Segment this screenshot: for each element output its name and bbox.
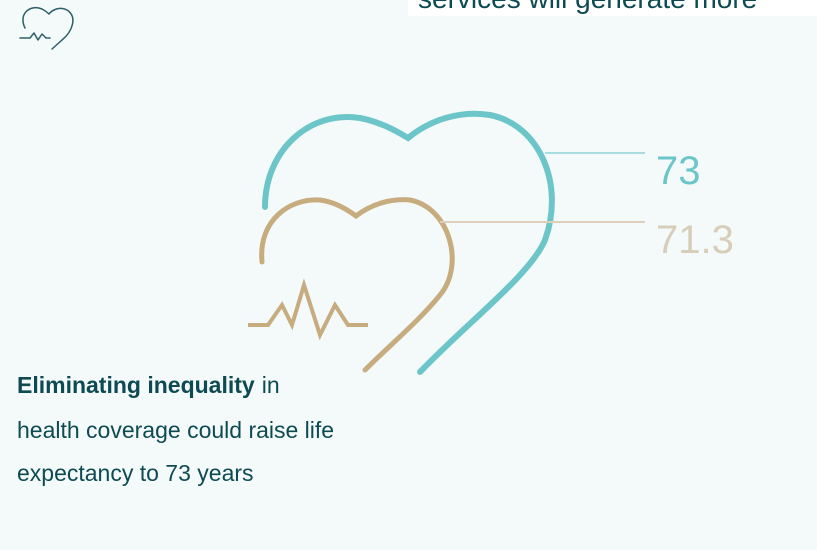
value-label: 71.3 (656, 218, 734, 262)
heart-large (262, 110, 555, 375)
caption-line: health coverage could raise life (17, 417, 334, 443)
icon (19, 7, 74, 50)
caption-text: in (262, 372, 280, 398)
caption-line: expectancy to 73 years (17, 460, 254, 486)
header-box (408, 0, 817, 16)
caption-line: Eliminating inequality in (17, 372, 280, 398)
pulse-line (248, 278, 368, 341)
caption-bold: Eliminating inequality (17, 372, 255, 398)
value-label: 73 (656, 149, 701, 193)
header-text: services will generate more (418, 0, 757, 14)
heart-small (259, 197, 455, 373)
